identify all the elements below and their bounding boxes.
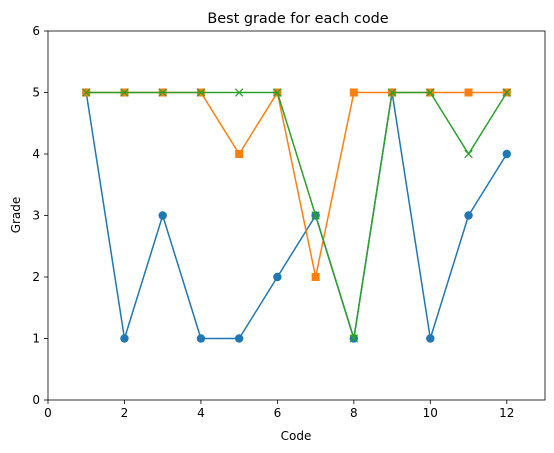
chart-title: Best grade for each code [207, 11, 388, 27]
x-tick-label: 8 [350, 406, 358, 420]
data-point [464, 88, 473, 97]
y-tick-label: 6 [32, 24, 40, 38]
data-point [196, 88, 206, 97]
data-point [426, 88, 435, 97]
data-point [426, 334, 435, 343]
data-point [311, 211, 320, 220]
x-axis-label: Code [281, 429, 312, 443]
y-tick-label: 3 [32, 209, 40, 223]
x-tick-label: 12 [499, 406, 514, 420]
data-point [158, 88, 167, 97]
data-point [158, 211, 167, 220]
x-tick-label: 0 [44, 406, 52, 420]
series-3 [81, 88, 512, 343]
series-1-line [85, 91, 508, 340]
data-point [311, 273, 320, 281]
data-point [502, 149, 511, 159]
data-point [273, 88, 282, 97]
series-layer [81, 88, 512, 343]
data-point [234, 334, 244, 343]
series-3-line [86, 91, 508, 340]
y-tick-label: 4 [32, 147, 40, 161]
data-point [273, 272, 282, 282]
data-point [349, 88, 358, 97]
y-tick-label: 2 [32, 270, 40, 284]
y-tick-label: 5 [32, 86, 40, 100]
data-point [464, 211, 473, 220]
data-point [81, 88, 91, 97]
x-tick-label: 4 [197, 406, 205, 420]
y-axis-label: Grade [9, 197, 23, 234]
x-tick-label: 10 [423, 406, 438, 420]
data-point [235, 150, 244, 158]
x-tick-label: 6 [274, 406, 282, 420]
data-point [464, 149, 473, 159]
data-point [196, 334, 206, 343]
x-tick-label: 2 [121, 406, 129, 420]
data-point [387, 88, 397, 97]
data-point [349, 334, 359, 343]
y-tick-label: 1 [32, 332, 40, 346]
y-tick-label: 0 [32, 393, 40, 407]
data-point [120, 334, 129, 343]
data-point [120, 88, 129, 97]
data-point [234, 88, 244, 97]
data-point [502, 88, 512, 97]
